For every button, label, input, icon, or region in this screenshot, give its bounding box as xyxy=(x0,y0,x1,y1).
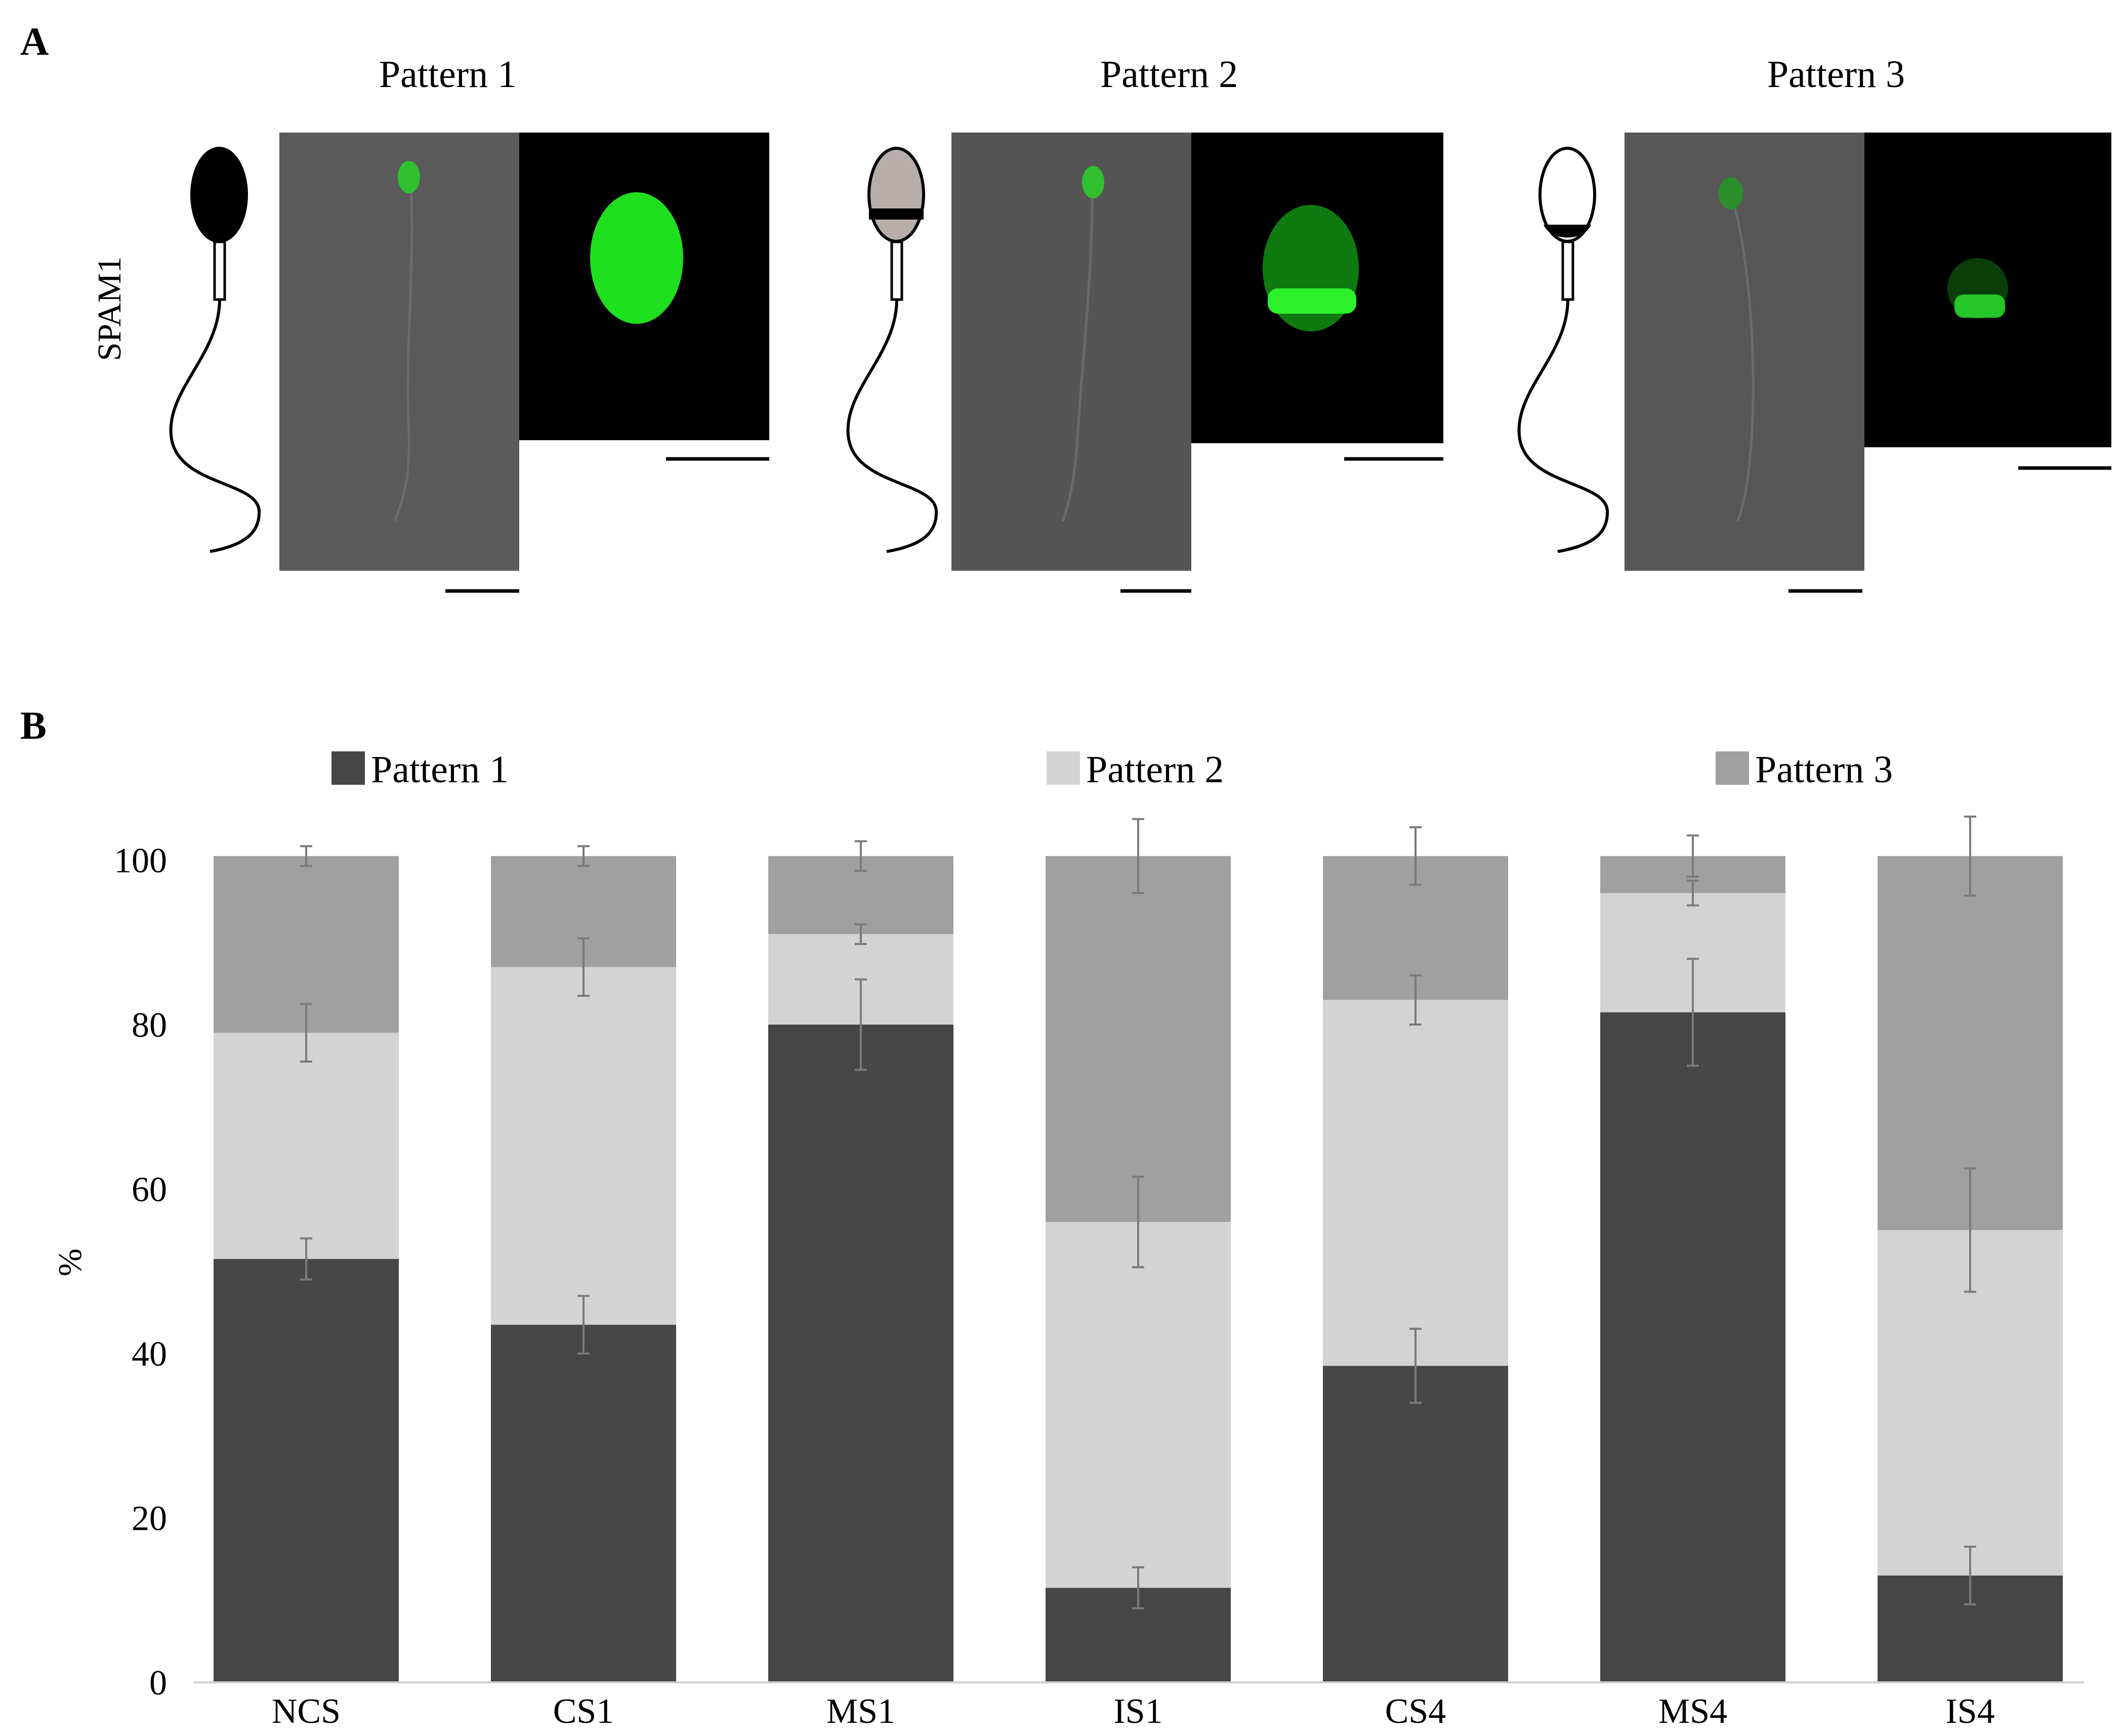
error-bar-IS4-pattern-1 xyxy=(1964,1545,1976,1605)
x-category-label: MS4 xyxy=(1658,1692,1727,1731)
bar-segment-NCS-pattern-2 xyxy=(214,1033,399,1259)
brightfield-image-pattern-2 xyxy=(951,133,1191,571)
pattern-1-group: Pattern 1 xyxy=(169,53,769,593)
legend-swatch-pattern-3 xyxy=(1716,751,1749,785)
x-category-label: CS1 xyxy=(553,1692,614,1731)
panel-a-letter: A xyxy=(20,19,49,63)
error-bar-NCS-pattern-1 xyxy=(300,1237,312,1281)
pattern-2-title: Pattern 2 xyxy=(1100,53,1238,96)
y-tick-label: 40 xyxy=(132,1335,167,1374)
sperm-head-signal-pattern-2 xyxy=(1082,166,1104,198)
error-bar-CS1-pattern-1 xyxy=(577,1295,590,1354)
legend-swatch-pattern-1 xyxy=(331,751,365,785)
y-tick-label: 0 xyxy=(149,1664,167,1703)
error-bar-MS1-pattern-2 xyxy=(855,923,867,945)
bar-segment-CS1-pattern-1 xyxy=(491,1325,676,1682)
sperm-schematic-pattern-1 xyxy=(169,147,261,553)
panel-b-stacked-bar-chart: Pattern 1 Pattern 2 Pattern 3 % 0 20 40 60 80 1… xyxy=(52,748,2084,1731)
pattern-1-title: Pattern 1 xyxy=(379,53,517,96)
x-category-label: MS1 xyxy=(826,1692,895,1731)
brightfield-image-pattern-1 xyxy=(279,133,519,571)
bar-segment-IS1-pattern-2 xyxy=(1046,1222,1231,1588)
pattern-2-group: Pattern 2 xyxy=(846,53,1443,593)
bars xyxy=(214,856,2063,1682)
bar-segment-CS4-pattern-2 xyxy=(1323,1000,1508,1366)
bar-segment-MS1-pattern-1 xyxy=(768,1025,953,1682)
error-bar-IS1-pattern-3 xyxy=(1132,818,1144,894)
error-bar-MS1-pattern-1 xyxy=(855,978,867,1071)
error-bar-CS4-pattern-1 xyxy=(1409,1328,1422,1404)
legend-label-pattern-1: Pattern 1 xyxy=(371,748,509,791)
x-category-label: CS4 xyxy=(1385,1692,1446,1731)
panel-b-letter: B xyxy=(20,703,47,747)
bar-segment-IS1-pattern-3 xyxy=(1046,856,1231,1222)
equatorial-signal-pattern-3 xyxy=(1954,294,2005,318)
legend-label-pattern-3: Pattern 3 xyxy=(1755,748,1893,791)
pattern-3-title: Pattern 3 xyxy=(1767,53,1905,96)
row-label-spam1: SPAM1 xyxy=(91,257,128,361)
error-bar-CS1-pattern-2 xyxy=(577,937,590,997)
y-tick-label: 20 xyxy=(132,1499,167,1538)
error-bar-MS4-pattern-2 xyxy=(1687,879,1699,907)
sperm-schematic-pattern-2 xyxy=(846,147,938,553)
error-bar-CS4-pattern-2 xyxy=(1409,974,1422,1026)
error-bar-NCS-pattern-3 xyxy=(300,845,312,867)
sperm-schematic-pattern-3 xyxy=(1517,147,1609,553)
bar-segment-NCS-pattern-1 xyxy=(214,1259,399,1682)
bar-segment-MS4-pattern-1 xyxy=(1600,1012,1785,1682)
panel-a-micrographs: SPAM1 Pattern 1 Pattern 2 xyxy=(91,53,2111,593)
brightfield-image-pattern-3 xyxy=(1625,133,1864,571)
error-bar-MS4-pattern-1 xyxy=(1687,958,1699,1067)
equatorial-band-signal-pattern-2 xyxy=(1268,288,1356,314)
sperm-head-signal-pattern-3 xyxy=(1719,177,1743,209)
error-bars xyxy=(300,815,1976,1610)
y-tick-label: 60 xyxy=(132,1170,167,1209)
x-category-label: IS4 xyxy=(1945,1692,1994,1731)
y-axis-label: % xyxy=(52,1249,89,1277)
y-tick-label: 80 xyxy=(132,1006,167,1045)
legend-label-pattern-2: Pattern 2 xyxy=(1086,748,1224,791)
acrosome-signal-pattern-1 xyxy=(590,192,683,324)
y-tick-label: 100 xyxy=(114,841,167,880)
x-category-label: NCS xyxy=(272,1692,341,1731)
error-bar-CS1-pattern-3 xyxy=(577,845,590,867)
pattern-3-group: Pattern 3 xyxy=(1517,53,2111,593)
error-bar-MS4-pattern-3 xyxy=(1687,834,1699,878)
error-bar-NCS-pattern-2 xyxy=(300,1003,312,1063)
x-axis-categories: NCS CS1 MS1 IS1 CS4 MS4 IS4 xyxy=(272,1692,1995,1731)
error-bar-IS4-pattern-3 xyxy=(1964,815,1976,897)
error-bar-MS1-pattern-3 xyxy=(855,840,867,872)
legend-swatch-pattern-2 xyxy=(1047,751,1080,785)
x-category-label: IS1 xyxy=(1113,1692,1162,1731)
bar-segment-CS4-pattern-1 xyxy=(1323,1366,1508,1682)
error-bar-IS1-pattern-1 xyxy=(1132,1566,1144,1610)
y-axis-ticks: 0 20 40 60 80 100 xyxy=(114,841,167,1703)
chart-legend: Pattern 1 Pattern 2 Pattern 3 xyxy=(331,748,1893,791)
error-bar-IS4-pattern-2 xyxy=(1964,1167,1976,1293)
error-bar-IS1-pattern-2 xyxy=(1132,1175,1144,1268)
sperm-head-signal-pattern-1 xyxy=(398,161,420,193)
bar-segment-CS1-pattern-2 xyxy=(491,967,676,1325)
error-bar-CS4-pattern-3 xyxy=(1409,826,1422,886)
